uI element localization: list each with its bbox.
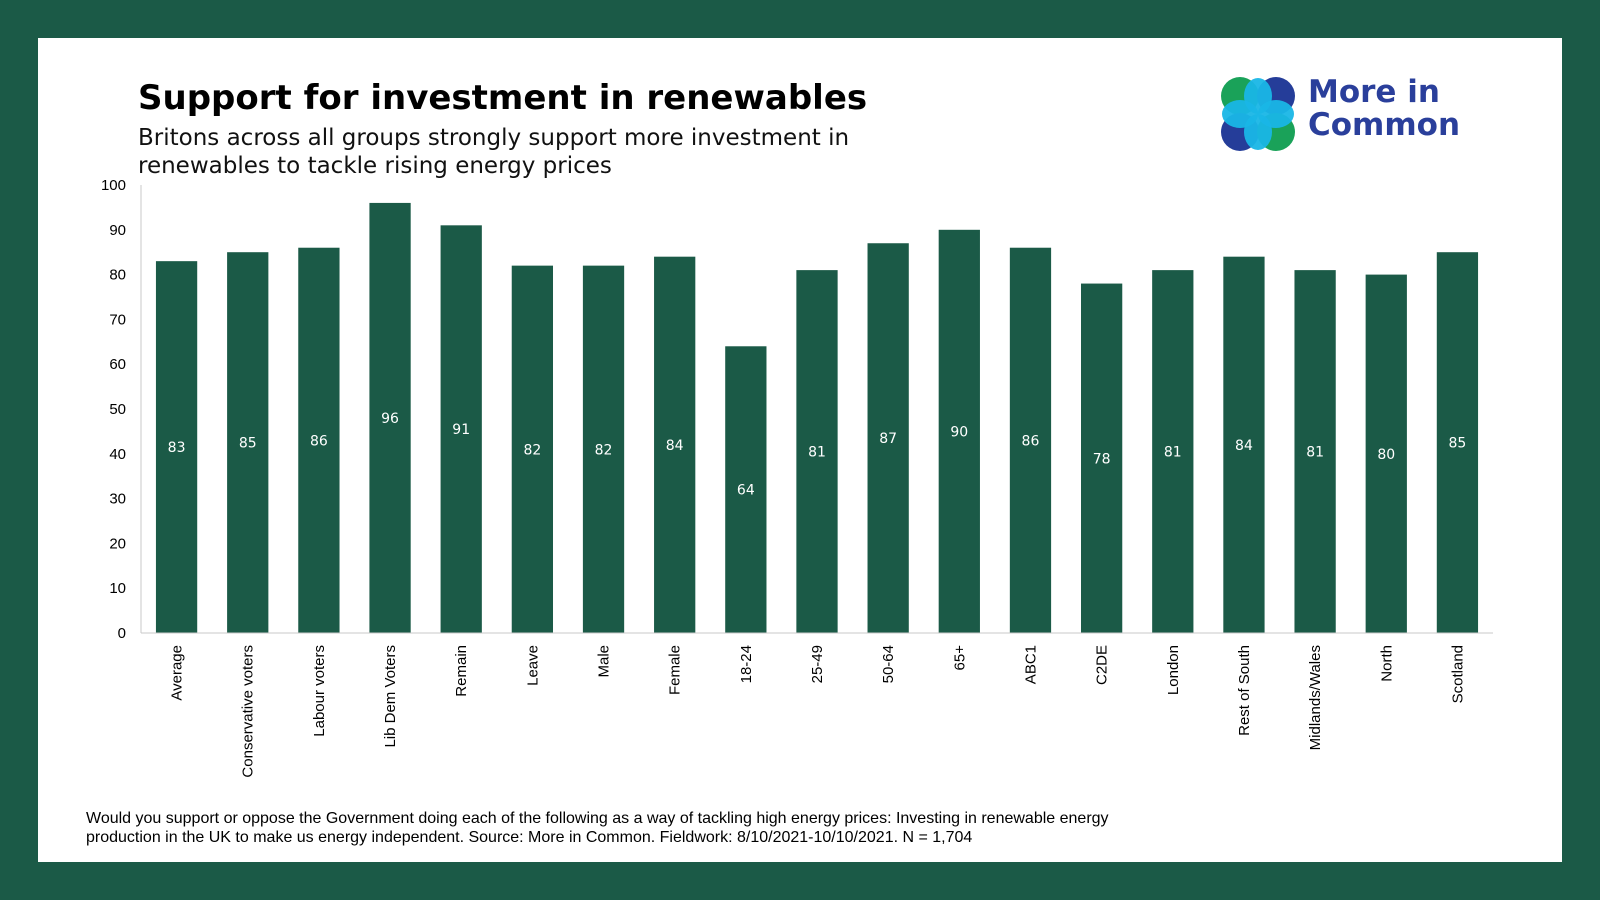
bar-value-label: 78 <box>1093 451 1111 467</box>
bar-value-label: 85 <box>239 436 257 452</box>
bar-value-label: 87 <box>879 431 897 447</box>
bar <box>298 247 340 633</box>
category-label: 25-49 <box>809 645 826 683</box>
bar-value-label: 85 <box>1449 436 1467 452</box>
more-in-common-logo: More in Common <box>1218 74 1518 154</box>
bar <box>1080 283 1123 633</box>
y-tick-label: 80 <box>109 267 126 284</box>
bar <box>440 225 482 633</box>
bar <box>369 202 411 634</box>
y-tick-label: 70 <box>109 311 126 328</box>
category-label: C2DE <box>1094 645 1111 685</box>
bar-value-label: 96 <box>381 411 399 427</box>
chart-footnote: Would you support or oppose the Governme… <box>86 810 1109 846</box>
category-label: Scotland <box>1449 645 1466 703</box>
bar <box>155 261 198 633</box>
bars: 83 85 86 96 91 82 82 84 64 81 87 90 86 78 81 84 81 80 85 <box>155 202 1479 634</box>
bar <box>1009 247 1052 633</box>
bar-value-label: 81 <box>1164 445 1182 461</box>
logo-mark-icon <box>1221 77 1295 151</box>
bar <box>1436 252 1479 633</box>
y-tick-label: 60 <box>109 356 126 373</box>
bar-value-label: 91 <box>452 422 470 438</box>
bar-value-label: 86 <box>310 433 328 449</box>
logo-line-1: More in <box>1308 74 1440 110</box>
x-axis: Average Conservative voters Labour voters L… <box>141 632 1493 778</box>
category-label: Labour voters <box>311 645 328 737</box>
bar-value-label: 80 <box>1377 447 1395 463</box>
category-label: Leave <box>524 645 541 686</box>
bar <box>867 243 909 634</box>
category-label: Female <box>667 645 684 695</box>
bar-value-label: 82 <box>523 442 541 458</box>
y-tick-label: 0 <box>118 625 126 642</box>
category-label: 65+ <box>951 645 968 671</box>
y-tick-label: 50 <box>109 401 126 418</box>
bar-value-label: 83 <box>168 440 186 456</box>
category-label: Male <box>596 645 613 678</box>
bar <box>1223 256 1265 633</box>
y-axis: 0 10 20 30 40 50 60 70 80 90 100 <box>101 177 142 642</box>
category-label: ABC1 <box>1022 645 1039 684</box>
bar-chart: 0 10 20 30 40 50 60 70 80 90 100 83 85 86 96 91 82 82 84 6… <box>101 177 1493 778</box>
category-label: Lib Dem Voters <box>382 645 399 748</box>
chart-title: Support for investment in renewables <box>138 78 868 118</box>
y-tick-label: 10 <box>109 580 126 597</box>
bar <box>227 252 269 633</box>
bar-value-label: 90 <box>950 424 968 440</box>
bar <box>1294 270 1336 633</box>
y-tick-label: 20 <box>109 535 126 552</box>
category-label: Average <box>169 645 186 701</box>
y-tick-label: 90 <box>109 222 126 239</box>
bar <box>796 270 838 633</box>
slide-card: Support for investment in renewables Bri… <box>38 38 1562 862</box>
bar <box>938 229 980 634</box>
bar <box>654 256 696 633</box>
category-label: 18-24 <box>738 645 755 683</box>
category-label: 50-64 <box>880 645 897 683</box>
bar <box>1152 270 1194 633</box>
category-label: Rest of South <box>1236 645 1253 736</box>
category-label: Midlands/Wales <box>1307 645 1324 750</box>
bar-value-label: 81 <box>808 445 826 461</box>
bar-value-label: 86 <box>1022 433 1040 449</box>
y-tick-label: 100 <box>101 177 126 194</box>
bar-value-label: 81 <box>1306 445 1324 461</box>
category-label: Remain <box>453 645 470 697</box>
category-label: London <box>1165 645 1182 695</box>
bar-value-label: 82 <box>595 442 613 458</box>
chart-subtitle: Britons across all groups strongly suppo… <box>138 125 850 179</box>
y-tick-label: 40 <box>109 446 126 463</box>
category-label: Conservative voters <box>240 645 257 778</box>
bar-value-label: 84 <box>666 438 684 454</box>
logo-line-2: Common <box>1308 107 1461 143</box>
bar <box>725 346 767 633</box>
bar <box>1365 274 1407 633</box>
bar <box>582 265 625 633</box>
category-label: North <box>1378 645 1395 682</box>
y-tick-label: 30 <box>109 491 126 508</box>
bar <box>511 265 554 633</box>
bar-value-label: 84 <box>1235 438 1253 454</box>
logo-wordmark: More in Common <box>1308 76 1460 142</box>
bar-value-label: 64 <box>737 483 755 499</box>
